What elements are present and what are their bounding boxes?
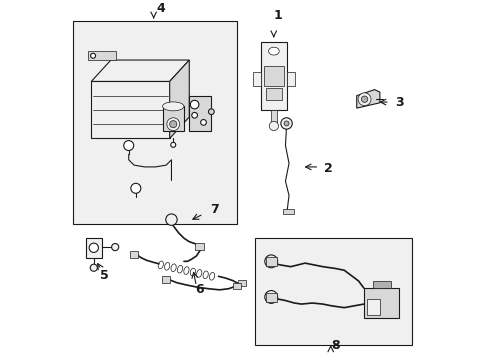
Circle shape [200, 120, 206, 125]
Bar [366, 299, 379, 315]
Circle shape [191, 112, 197, 118]
Bar [73, 21, 237, 224]
Bar [265, 293, 276, 302]
Circle shape [123, 140, 133, 150]
Circle shape [166, 118, 179, 131]
Bar [86, 238, 102, 258]
Bar [162, 106, 183, 131]
Bar [252, 72, 260, 86]
Text: 5: 5 [100, 269, 109, 282]
Circle shape [90, 53, 95, 58]
Text: 2: 2 [323, 162, 332, 175]
Circle shape [170, 142, 175, 147]
Bar [238, 280, 245, 286]
Bar [286, 72, 294, 86]
Bar [372, 281, 390, 288]
Polygon shape [356, 90, 379, 108]
Circle shape [357, 93, 370, 105]
Text: 6: 6 [195, 283, 204, 296]
Bar [264, 66, 283, 86]
Bar [233, 283, 241, 289]
Circle shape [284, 121, 288, 126]
Text: 4: 4 [156, 2, 165, 15]
Bar [283, 208, 293, 214]
Ellipse shape [162, 102, 183, 111]
Bar [129, 251, 137, 258]
Bar [265, 87, 281, 100]
Circle shape [269, 121, 278, 131]
Bar [189, 96, 210, 131]
Bar [260, 42, 286, 110]
Circle shape [89, 243, 98, 252]
Circle shape [361, 96, 367, 103]
Text: 8: 8 [330, 338, 339, 352]
Bar [270, 110, 276, 124]
Circle shape [208, 109, 214, 114]
Bar [265, 257, 276, 266]
Bar [363, 288, 399, 318]
Polygon shape [169, 60, 189, 138]
Circle shape [190, 100, 199, 109]
Bar [162, 276, 169, 283]
Text: 7: 7 [209, 203, 218, 216]
Ellipse shape [268, 47, 279, 55]
Bar [87, 51, 116, 60]
Circle shape [111, 243, 119, 251]
Circle shape [90, 264, 97, 271]
Bar [194, 243, 203, 249]
Bar [91, 81, 169, 138]
Circle shape [165, 214, 177, 225]
Circle shape [169, 121, 177, 128]
Circle shape [280, 118, 292, 129]
Text: 3: 3 [394, 96, 403, 109]
Bar [255, 238, 411, 345]
Text: 1: 1 [273, 9, 282, 22]
Circle shape [131, 183, 141, 193]
Polygon shape [91, 60, 189, 81]
Circle shape [264, 291, 277, 303]
Circle shape [264, 255, 277, 268]
